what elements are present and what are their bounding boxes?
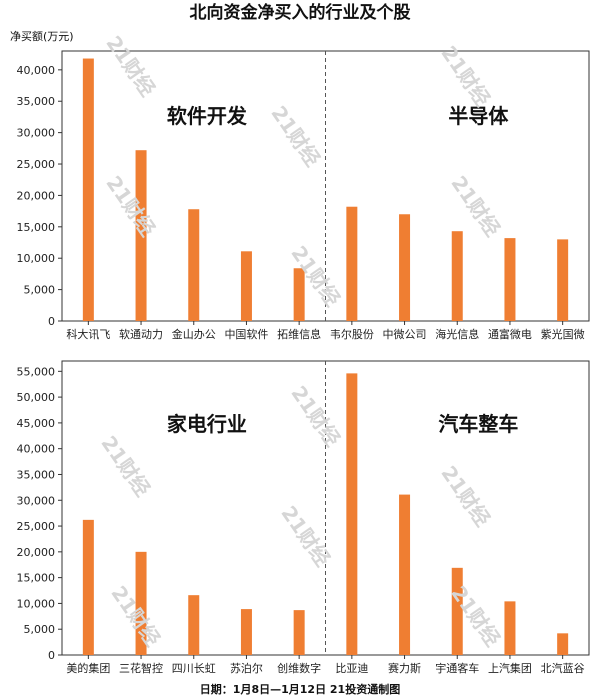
category-label: 苏泊尔 (230, 662, 263, 675)
y-tick-label: 5,000 (24, 623, 56, 636)
category-label: 韦尔股份 (330, 328, 374, 341)
watermark: 21财经 (436, 461, 495, 530)
bar (188, 595, 200, 655)
chart-panel-2: 0 5,000 10,000 15,000 20,000 25,000 30,000 35,0… (17, 360, 590, 675)
footer-note: 日期：1月8日—1月12日 21投资通制图 (200, 682, 400, 696)
watermark: 21财经 (446, 171, 505, 240)
y-tick-label: 5,000 (24, 284, 56, 297)
watermark: 21财经 (101, 31, 160, 100)
category-label: 科大讯飞 (66, 327, 110, 341)
bar (399, 494, 411, 655)
category-label: 通富微电 (488, 327, 532, 341)
group-label: 家电行业 (167, 412, 247, 436)
category-label: 上汽集团 (488, 661, 532, 675)
bar (504, 238, 516, 321)
bar (346, 373, 358, 655)
chart-panels: 0 5,000 10,000 15,000 20,000 25,000 30,000 35,0… (17, 31, 590, 675)
chart-title: 北向资金净买入的行业及个股 (190, 2, 411, 23)
watermark: 21财经 (101, 171, 160, 240)
category-label: 比亚迪 (335, 662, 368, 675)
bar (188, 209, 200, 321)
watermark: 21财经 (266, 101, 325, 170)
bar (451, 567, 463, 655)
y-tick-label: 0 (48, 315, 55, 328)
y-axis-label: 净买额(万元) (10, 29, 74, 43)
watermark: 21财经 (96, 431, 155, 500)
bar (504, 601, 516, 655)
bar (82, 519, 94, 655)
y-tick-label: 40,000 (17, 443, 56, 456)
bar (557, 239, 569, 321)
y-tick-label: 15,000 (17, 221, 56, 234)
category-label: 美的集团 (66, 661, 110, 675)
group-label: 半导体 (448, 104, 509, 128)
y-tick-label: 10,000 (17, 252, 56, 265)
category-label: 三花智控 (119, 661, 163, 675)
category-label: 北汽蓝谷 (541, 661, 585, 675)
y-tick-label: 25,000 (17, 520, 56, 533)
group-label: 软件开发 (167, 104, 248, 128)
category-label: 创维数字 (277, 661, 321, 675)
y-tick-label: 10,000 (17, 597, 56, 610)
category-label: 拓维信息 (277, 327, 321, 341)
group-label: 汽车整车 (438, 412, 518, 436)
y-tick-label: 25,000 (17, 158, 56, 171)
y-tick-label: 15,000 (17, 572, 56, 585)
category-label: 四川长虹 (172, 662, 216, 675)
y-tick-label: 20,000 (17, 189, 56, 202)
y-tick-label: 55,000 (17, 365, 56, 378)
category-label: 海光信息 (435, 327, 479, 341)
category-label: 软通动力 (119, 327, 163, 341)
y-tick-label: 20,000 (17, 546, 56, 559)
category-label: 赛力斯 (388, 661, 421, 675)
y-tick-label: 0 (48, 649, 55, 662)
category-label: 宇通客车 (435, 661, 479, 675)
bar (293, 268, 305, 321)
y-tick-label: 50,000 (17, 391, 56, 404)
watermark: 21财经 (276, 501, 335, 570)
y-tick-label: 30,000 (17, 127, 56, 140)
watermark: 21财经 (436, 41, 495, 110)
category-label: 中国软件 (224, 327, 268, 341)
category-label: 紫光国微 (541, 327, 585, 341)
bar (346, 206, 358, 321)
bar (240, 251, 252, 321)
bar (240, 609, 252, 655)
y-tick-label: 40,000 (17, 64, 56, 77)
bar (557, 633, 569, 655)
y-tick-label: 35,000 (17, 468, 56, 481)
y-tick-label: 30,000 (17, 494, 56, 507)
watermark: 21财经 (286, 381, 345, 450)
bar (399, 214, 411, 321)
category-label: 金山办公 (172, 327, 216, 341)
y-tick-label: 45,000 (17, 417, 56, 430)
category-label: 中微公司 (383, 327, 427, 341)
bar (135, 551, 147, 655)
chart-panel-1: 0 5,000 10,000 15,000 20,000 25,000 30,000 35,0… (17, 50, 590, 341)
bar (451, 231, 463, 321)
bar (82, 58, 94, 322)
bar (293, 610, 305, 655)
y-tick-label: 35,000 (17, 95, 56, 108)
bar (135, 150, 147, 321)
